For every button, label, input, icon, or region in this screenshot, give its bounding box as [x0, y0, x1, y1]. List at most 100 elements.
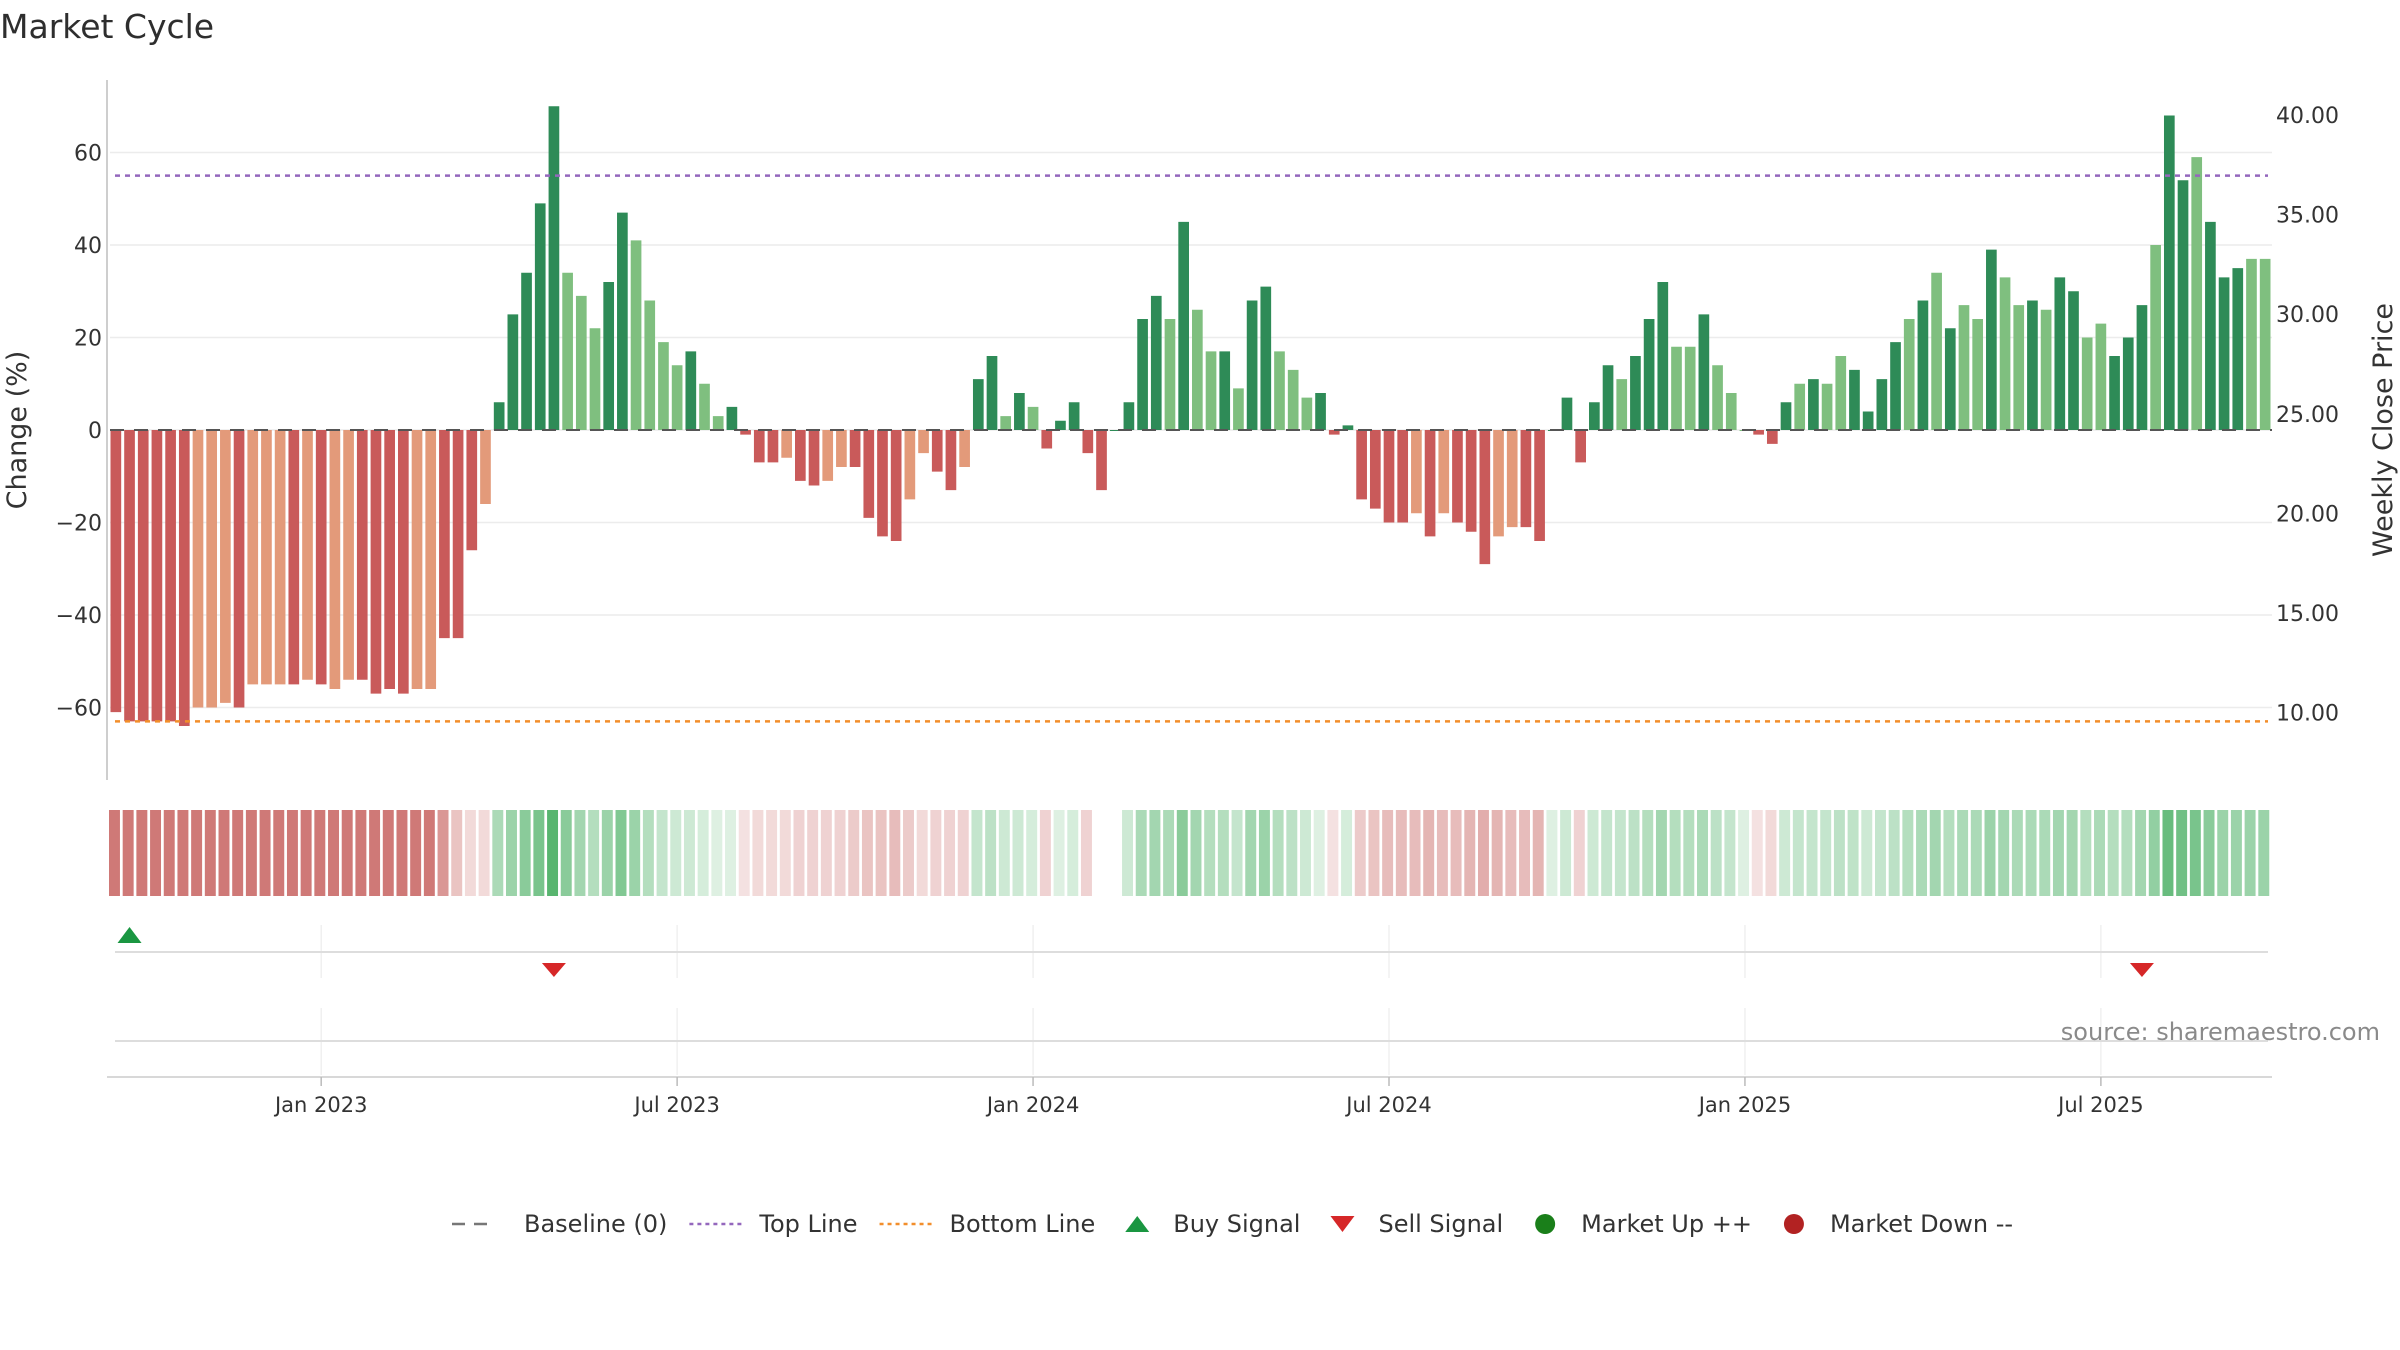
x-tick-label: Jan 2023	[273, 1093, 368, 1117]
bar	[1944, 328, 1956, 430]
bar	[220, 430, 231, 703]
heatmap-cell	[533, 810, 545, 896]
heatmap-cell	[1409, 810, 1421, 896]
heatmap-cell	[109, 810, 120, 896]
heatmap-cell	[1833, 810, 1845, 896]
bar	[740, 430, 751, 435]
heatmap-cell	[396, 810, 408, 896]
heatmap-cell	[1149, 810, 1161, 896]
bar	[575, 295, 587, 430]
bar	[1274, 351, 1285, 430]
bar	[1233, 388, 1244, 430]
bar	[1137, 319, 1148, 430]
y-right-tick-label: 30.00	[2276, 303, 2339, 328]
heatmap-cell	[1122, 810, 1134, 896]
heatmap-cell	[642, 810, 654, 896]
heatmap-cell	[1902, 810, 1914, 896]
y-left-tick-label: 60	[74, 142, 102, 167]
y-right-tick-label: 35.00	[2276, 204, 2339, 229]
bar	[849, 430, 861, 467]
bar	[863, 430, 875, 518]
bar	[658, 342, 669, 430]
heatmap-cell	[1943, 810, 1955, 896]
bar	[918, 430, 929, 454]
heatmap-cell	[779, 810, 791, 896]
heatmap-cell	[1587, 810, 1599, 896]
bar	[1862, 411, 1874, 430]
y-right-tick-label: 25.00	[2276, 403, 2339, 428]
market-state-panel	[115, 1008, 2268, 1075]
bar	[1027, 406, 1039, 430]
bar	[1178, 221, 1189, 430]
y-left-tick-label: −60	[56, 697, 102, 722]
bar	[507, 314, 519, 430]
bar	[1835, 356, 1847, 430]
y-left-tick-label: −20	[56, 512, 102, 537]
heatmap-cell	[1464, 810, 1476, 896]
bar	[1109, 430, 1121, 431]
bar	[1821, 383, 1833, 430]
bar	[904, 430, 916, 500]
bar-series	[110, 106, 2271, 726]
bar	[1671, 346, 1682, 430]
heatmap-cell	[985, 810, 997, 896]
heatmap-cell	[1738, 810, 1750, 896]
heatmap-cell	[2217, 810, 2229, 896]
heatmap-cell	[1176, 810, 1188, 896]
bar	[644, 300, 656, 430]
bar	[1342, 425, 1354, 430]
bar	[1397, 430, 1409, 523]
heatmap-cell	[916, 810, 928, 896]
heatmap-cell	[1368, 810, 1380, 896]
heatmap-cell	[300, 810, 312, 896]
heatmap-cell	[1874, 810, 1886, 896]
bar	[1150, 295, 1162, 430]
heatmap-cell	[1519, 810, 1531, 896]
bar	[315, 430, 327, 685]
heatmap-cell	[1683, 810, 1695, 896]
heatmap-cell	[218, 810, 230, 896]
bar	[411, 430, 423, 689]
bar	[1753, 430, 1764, 435]
heatmap-cell	[341, 810, 353, 896]
legend-label: Bottom Line	[950, 1210, 1096, 1238]
bar	[1616, 379, 1628, 430]
heatmap-cell	[656, 810, 668, 896]
bar	[630, 240, 642, 430]
bar	[493, 402, 505, 430]
heatmap-cell	[1272, 810, 1284, 896]
heatmap-cell	[903, 810, 914, 896]
bar	[1630, 356, 1641, 430]
bar	[274, 430, 286, 685]
heatmap-cell	[1477, 810, 1489, 896]
bar	[1260, 286, 1272, 430]
heatmap-cell	[519, 810, 531, 896]
heatmap-cell	[1929, 810, 1941, 896]
bar	[1315, 393, 1326, 430]
heatmap-cell	[478, 810, 490, 896]
bar	[726, 406, 738, 430]
heatmap-cell	[574, 810, 586, 896]
heatmap-cell	[1957, 810, 1969, 896]
bar	[466, 430, 478, 551]
legend-label: Sell Signal	[1378, 1210, 1503, 1238]
heatmap-cell	[1423, 810, 1435, 896]
bar	[1903, 319, 1915, 430]
bar	[1520, 430, 1532, 528]
bar	[1369, 430, 1381, 509]
heatmap-cell	[2176, 810, 2188, 896]
sell-signal-marker	[541, 963, 566, 977]
heatmap-cell	[286, 810, 298, 896]
bar	[1328, 430, 1340, 435]
heatmap-cell	[711, 810, 723, 896]
heatmap-cell	[1039, 810, 1051, 896]
heatmap-cell	[1354, 810, 1366, 896]
heatmap-cell	[930, 810, 942, 896]
bar	[1192, 309, 1203, 430]
bar	[781, 430, 792, 458]
legend-label: Market Down --	[1830, 1210, 2013, 1238]
bar	[192, 430, 204, 708]
bar	[603, 282, 615, 430]
y-left-tick-label: 20	[74, 327, 102, 352]
legend-label: Market Up ++	[1581, 1210, 1752, 1238]
